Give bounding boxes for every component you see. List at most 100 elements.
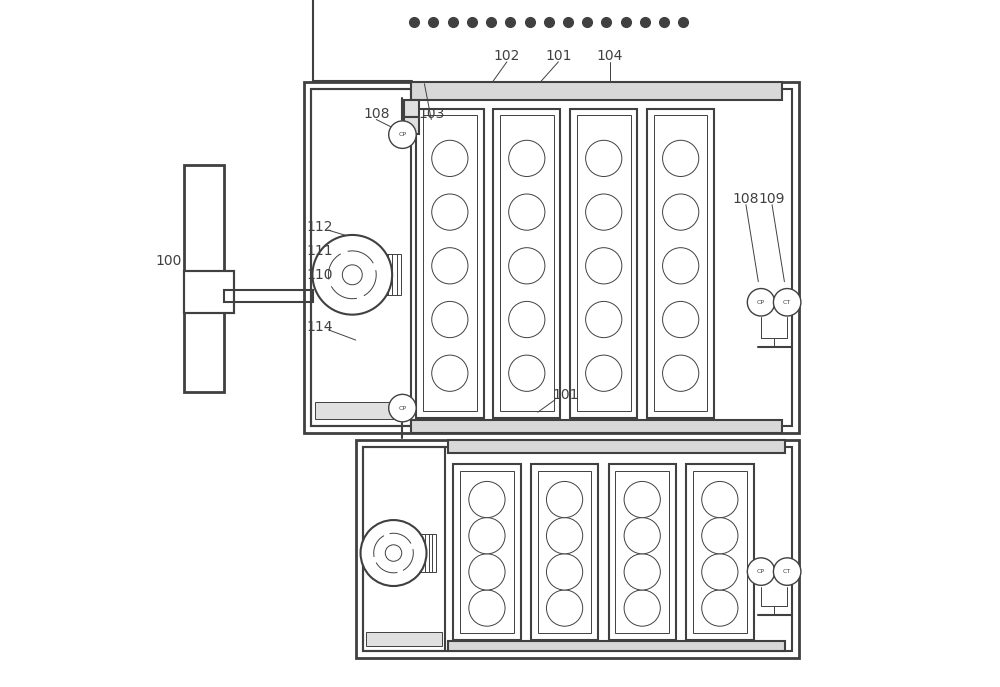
Text: 100: 100 bbox=[156, 254, 182, 268]
Text: 108: 108 bbox=[733, 192, 759, 206]
Bar bbox=[500, 115, 554, 411]
Bar bbox=[366, 632, 442, 646]
Circle shape bbox=[747, 289, 775, 316]
Bar bbox=[414, 534, 436, 572]
Bar bbox=[404, 117, 419, 134]
Circle shape bbox=[469, 517, 505, 554]
Circle shape bbox=[361, 520, 426, 586]
Circle shape bbox=[312, 235, 392, 315]
Circle shape bbox=[469, 590, 505, 626]
Circle shape bbox=[663, 140, 699, 177]
Circle shape bbox=[624, 517, 660, 554]
Text: 101: 101 bbox=[545, 49, 572, 63]
Bar bbox=[448, 440, 785, 453]
Bar bbox=[615, 471, 669, 633]
Bar bbox=[493, 109, 560, 418]
Circle shape bbox=[509, 194, 545, 230]
Circle shape bbox=[773, 558, 801, 585]
Bar bbox=[184, 271, 234, 313]
Bar bbox=[647, 109, 714, 418]
Text: 102: 102 bbox=[494, 49, 520, 63]
Text: 109: 109 bbox=[759, 192, 785, 206]
Circle shape bbox=[546, 517, 583, 554]
Bar bbox=[423, 115, 477, 411]
Bar bbox=[693, 471, 747, 633]
Text: 101: 101 bbox=[552, 388, 579, 402]
Circle shape bbox=[469, 554, 505, 590]
Circle shape bbox=[702, 554, 738, 590]
Circle shape bbox=[773, 289, 801, 316]
Bar bbox=[363, 447, 792, 651]
Text: 104: 104 bbox=[597, 49, 623, 63]
Bar bbox=[315, 402, 407, 419]
Bar bbox=[570, 109, 637, 418]
Circle shape bbox=[509, 355, 545, 392]
Bar bbox=[577, 115, 631, 411]
Circle shape bbox=[624, 590, 660, 626]
Bar bbox=[375, 254, 401, 295]
Circle shape bbox=[702, 590, 738, 626]
Circle shape bbox=[509, 302, 545, 337]
Circle shape bbox=[389, 394, 416, 422]
Circle shape bbox=[663, 302, 699, 337]
Text: 103: 103 bbox=[418, 107, 444, 121]
Circle shape bbox=[663, 194, 699, 230]
Circle shape bbox=[624, 482, 660, 517]
Bar bbox=[411, 82, 782, 100]
Text: CP: CP bbox=[757, 569, 765, 574]
Circle shape bbox=[432, 302, 468, 337]
Circle shape bbox=[586, 302, 622, 337]
Bar bbox=[184, 165, 224, 392]
Bar bbox=[363, 447, 445, 651]
Text: CP: CP bbox=[398, 405, 406, 411]
Circle shape bbox=[586, 194, 622, 230]
Bar bbox=[686, 464, 754, 640]
Text: 110: 110 bbox=[307, 268, 333, 282]
Circle shape bbox=[469, 482, 505, 517]
Bar bbox=[609, 464, 676, 640]
Circle shape bbox=[624, 554, 660, 590]
Text: 112: 112 bbox=[307, 220, 333, 234]
Circle shape bbox=[432, 355, 468, 392]
Text: 111: 111 bbox=[307, 244, 333, 258]
Text: 114: 114 bbox=[307, 320, 333, 334]
Circle shape bbox=[432, 194, 468, 230]
Text: CP: CP bbox=[398, 132, 406, 137]
Circle shape bbox=[385, 545, 402, 561]
Bar bbox=[311, 89, 411, 426]
Bar bbox=[411, 420, 782, 433]
Bar bbox=[453, 464, 521, 640]
Circle shape bbox=[432, 140, 468, 177]
Circle shape bbox=[546, 590, 583, 626]
Bar bbox=[460, 471, 514, 633]
Circle shape bbox=[546, 482, 583, 517]
Text: CT: CT bbox=[783, 300, 791, 305]
Bar bbox=[448, 641, 785, 651]
Circle shape bbox=[586, 355, 622, 392]
Circle shape bbox=[342, 264, 362, 284]
Circle shape bbox=[509, 248, 545, 284]
Circle shape bbox=[702, 482, 738, 517]
Bar bbox=[404, 100, 419, 117]
Bar bbox=[538, 471, 591, 633]
Circle shape bbox=[663, 355, 699, 392]
Circle shape bbox=[747, 558, 775, 585]
Circle shape bbox=[702, 517, 738, 554]
Text: CT: CT bbox=[783, 569, 791, 574]
Text: CP: CP bbox=[757, 300, 765, 305]
Circle shape bbox=[432, 248, 468, 284]
Bar bbox=[654, 115, 707, 411]
Circle shape bbox=[586, 248, 622, 284]
Bar bbox=[416, 109, 484, 418]
Bar bbox=[224, 290, 313, 302]
Circle shape bbox=[389, 121, 416, 148]
Bar bbox=[311, 89, 792, 426]
Bar bbox=[531, 464, 598, 640]
Circle shape bbox=[509, 140, 545, 177]
Circle shape bbox=[663, 248, 699, 284]
Circle shape bbox=[586, 140, 622, 177]
Text: 108: 108 bbox=[363, 107, 390, 121]
Bar bbox=[304, 82, 799, 433]
Bar bbox=[184, 271, 234, 313]
Bar bbox=[356, 440, 799, 658]
